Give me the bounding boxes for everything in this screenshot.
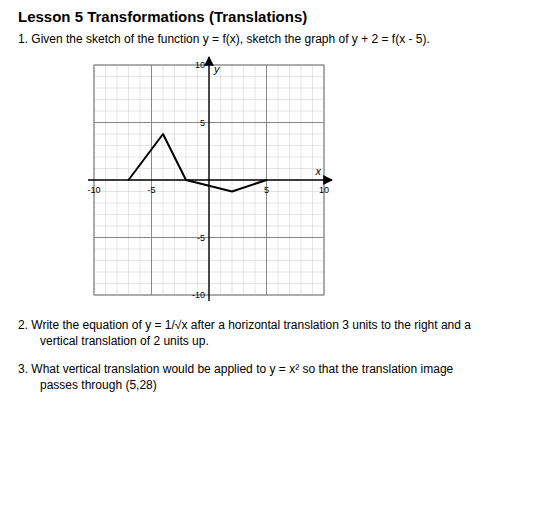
- plot-area: [129, 134, 267, 192]
- x-tick-label: 5: [264, 185, 269, 195]
- y-axis-label: y: [213, 63, 221, 75]
- annotation: 1. Given the sketch of the function y = …: [18, 31, 542, 47]
- y-tick-label: 5: [200, 118, 205, 128]
- x-axis: [88, 179, 332, 180]
- annotation: vertical translation of 2 units up.: [18, 333, 542, 349]
- y-tick-label: 10: [195, 60, 205, 70]
- annotation: 2. Write the equation of y = 1/√x after …: [18, 317, 542, 333]
- function-line: [129, 134, 267, 192]
- x-tick-label: -10: [87, 185, 100, 195]
- x-tick-label: -5: [147, 185, 155, 195]
- annotation: 3. What vertical translation would be ap…: [18, 361, 542, 377]
- x-tick-label: 10: [319, 185, 329, 195]
- y-tick-label: -5: [197, 233, 205, 243]
- annotation: passes through (5,28): [18, 377, 542, 393]
- title: Lesson 5 Transformations (Translations): [18, 8, 542, 25]
- y-axis: [208, 57, 209, 301]
- y-tick-label: -10: [192, 290, 205, 300]
- x-axis-label: x: [315, 165, 322, 177]
- graph: -10 -5 5 10 -10 -5 5 10 y x: [58, 51, 348, 313]
